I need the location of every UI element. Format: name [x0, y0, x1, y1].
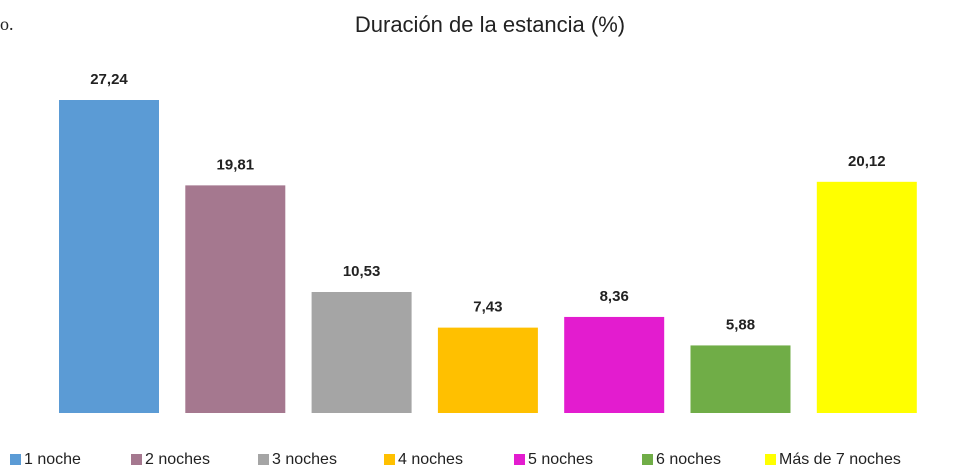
value-label: 20,12 — [848, 153, 886, 170]
legend-label: Más de 7 noches — [779, 451, 901, 468]
legend-label: 1 noche — [24, 451, 81, 468]
legend-label: 5 noches — [528, 451, 593, 468]
bar — [690, 345, 791, 413]
bar — [437, 327, 538, 413]
legend-label: 6 noches — [656, 451, 721, 468]
value-label: 8,36 — [600, 288, 629, 305]
legend-swatch — [514, 454, 525, 465]
bar — [59, 100, 159, 413]
bar — [564, 316, 665, 413]
legend-label: 2 noches — [145, 451, 210, 468]
value-label: 27,24 — [90, 71, 128, 88]
legend-label: 4 noches — [398, 451, 463, 468]
legend-swatch — [765, 454, 776, 465]
value-label: 10,53 — [343, 263, 381, 280]
chart-title: Duración de la estancia (%) — [355, 12, 625, 37]
legend-swatch — [258, 454, 269, 465]
legend-label: 3 noches — [272, 451, 337, 468]
legend-swatch — [10, 454, 21, 465]
value-label: 5,88 — [726, 316, 755, 333]
bar — [816, 181, 917, 413]
legend-swatch — [384, 454, 395, 465]
legend-swatch — [131, 454, 142, 465]
value-label: 19,81 — [217, 156, 255, 173]
value-label: 7,43 — [473, 299, 502, 316]
legend-swatch — [642, 454, 653, 465]
bar — [185, 185, 286, 413]
caption-fragment: o. — [0, 14, 14, 34]
bar — [311, 292, 412, 413]
